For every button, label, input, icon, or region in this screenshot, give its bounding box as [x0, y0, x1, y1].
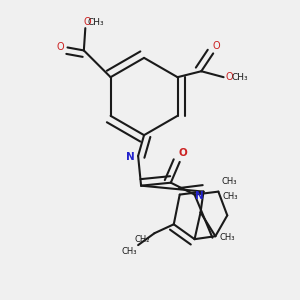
Text: N: N [195, 191, 203, 201]
Text: O: O [212, 41, 220, 51]
Text: O: O [83, 17, 91, 27]
Text: O: O [56, 43, 64, 52]
Text: CH₂: CH₂ [135, 235, 150, 244]
Text: O: O [226, 72, 233, 82]
Text: CH₃: CH₃ [87, 18, 104, 27]
Text: N: N [126, 152, 135, 162]
Text: O: O [178, 148, 187, 158]
Text: CH₃: CH₃ [221, 177, 236, 186]
Text: CH₃: CH₃ [220, 233, 235, 242]
Text: CH₃: CH₃ [122, 247, 137, 256]
Text: CH₃: CH₃ [232, 73, 248, 82]
Text: CH₃: CH₃ [223, 192, 238, 201]
